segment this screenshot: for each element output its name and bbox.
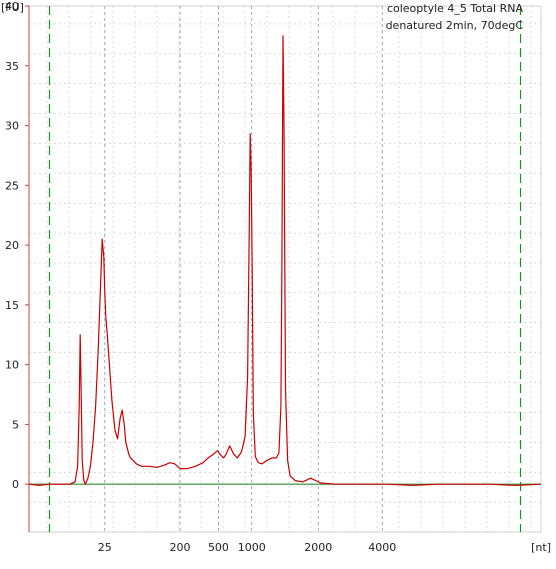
trace-area [28, 35, 542, 486]
x-tick-label: 200 [170, 541, 191, 554]
x-tick-label: 500 [208, 541, 229, 554]
y-axis-label: [FU] [1, 1, 24, 14]
x-tick-label: 1000 [238, 541, 266, 554]
y-tick-label: 20 [5, 239, 19, 252]
x-tick-label: 4000 [368, 541, 396, 554]
series-line [28, 35, 542, 486]
y-tick-label: 10 [5, 359, 19, 372]
y-tick-label: 25 [5, 179, 19, 192]
x-tick-label: 25 [98, 541, 112, 554]
y-tick-label: 40 [5, 0, 19, 13]
chart-title-line-1: coleoptyle 4_5 Total RNA [387, 2, 524, 15]
x-tick-label: 2000 [304, 541, 332, 554]
x-axis-label: [nt] [531, 541, 551, 554]
y-tick-label: 0 [12, 478, 19, 491]
y-tick-label: 15 [5, 299, 19, 312]
y-tick-label: 30 [5, 120, 19, 133]
y-tick-label: 5 [12, 418, 19, 431]
y-tick-label: 35 [5, 60, 19, 73]
chart-title-line-2: denatured 2min, 70degC [386, 19, 524, 32]
tick-labels: 0 5 10 15 20 25 30 35 40 25 200 500 1000 2000 4000 [5, 0, 396, 554]
